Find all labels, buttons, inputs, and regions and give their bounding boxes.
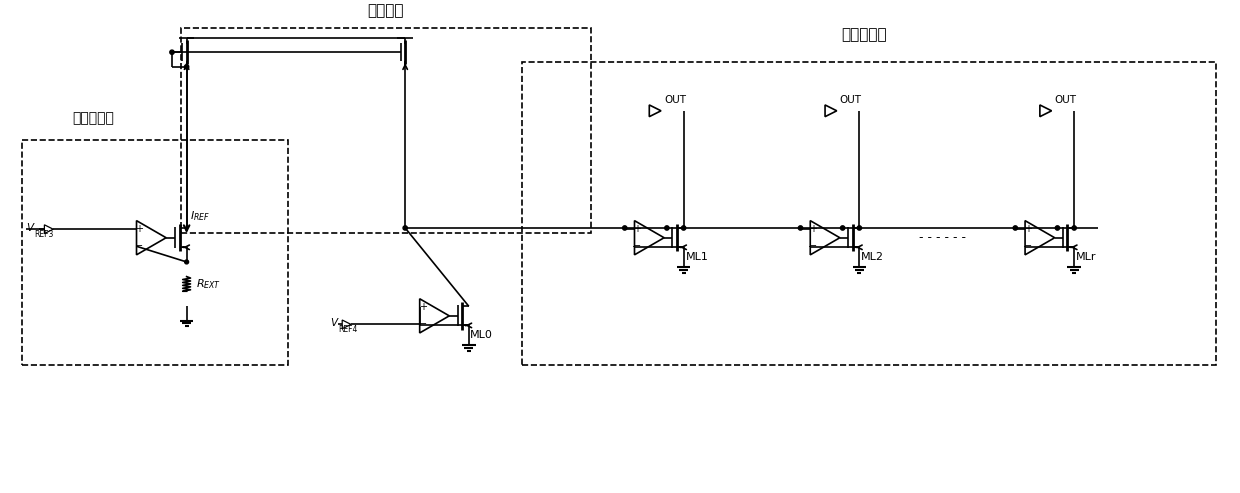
Text: +: + — [1024, 224, 1032, 234]
Text: −: − — [634, 241, 641, 251]
Text: 基准电流源: 基准电流源 — [72, 111, 114, 125]
Text: OUT: OUT — [663, 95, 686, 105]
Text: +: + — [419, 302, 427, 312]
Text: ML1: ML1 — [686, 252, 708, 262]
Circle shape — [170, 50, 174, 54]
Text: OUT: OUT — [1054, 95, 1076, 105]
Text: OUT: OUT — [839, 95, 862, 105]
Text: $I_{REF}$: $I_{REF}$ — [190, 210, 210, 223]
Circle shape — [622, 226, 627, 230]
Text: 电流调节: 电流调节 — [367, 3, 404, 18]
Text: V: V — [26, 223, 33, 233]
Circle shape — [403, 226, 407, 230]
Text: - - - - - -: - - - - - - — [919, 231, 966, 244]
Text: −: − — [810, 241, 817, 251]
Text: $R_{EXT}$: $R_{EXT}$ — [196, 277, 222, 291]
Text: +: + — [634, 224, 641, 234]
Text: −: − — [419, 319, 427, 329]
Text: REF3: REF3 — [35, 230, 53, 239]
Text: +: + — [135, 224, 144, 234]
Circle shape — [185, 260, 188, 264]
Circle shape — [665, 226, 670, 230]
Text: V: V — [330, 318, 337, 328]
Circle shape — [1013, 226, 1018, 230]
Circle shape — [682, 226, 686, 230]
Text: MLr: MLr — [1076, 252, 1096, 262]
Text: −: − — [135, 241, 144, 251]
Circle shape — [841, 226, 844, 230]
Circle shape — [1073, 226, 1076, 230]
Text: ML0: ML0 — [470, 330, 492, 340]
Text: 恒流输出级: 恒流输出级 — [841, 28, 887, 42]
Text: −: − — [1024, 241, 1032, 251]
Circle shape — [857, 226, 862, 230]
Circle shape — [1055, 226, 1060, 230]
Text: ML2: ML2 — [862, 252, 884, 262]
Circle shape — [799, 226, 802, 230]
Text: REF4: REF4 — [337, 325, 357, 334]
Text: +: + — [810, 224, 817, 234]
Circle shape — [185, 65, 188, 69]
